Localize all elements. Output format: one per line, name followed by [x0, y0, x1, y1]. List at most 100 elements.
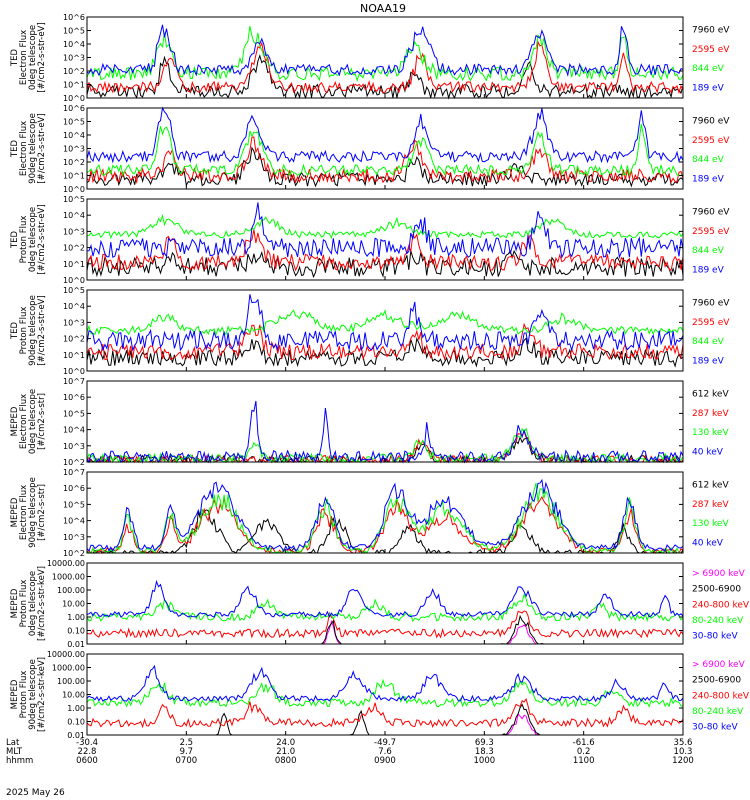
- y-axis-label-line: 90deg telescope: [28, 113, 38, 184]
- legend-item: 189 eV: [692, 265, 725, 275]
- y-axis-label-line: 0deg telescope: [28, 389, 38, 454]
- y-axis-label-line: Proton Flux: [19, 216, 29, 264]
- y-axis-label-line: [#/cm2-s-str-keV]: [37, 657, 47, 732]
- y-axis-label-line: [#/cm2-s-str-eV]: [37, 204, 47, 274]
- legend-item: 7960 eV: [692, 26, 730, 36]
- x-axis-value: 10.3: [674, 747, 693, 757]
- series-7-5: [86, 579, 684, 618]
- y-tick-label: 10^3: [63, 442, 85, 451]
- panel-4: 10^0 10^1 10^2 10^3 10^4 10^5 TEDProton Flux90…: [10, 286, 730, 376]
- y-axis-label-line: 0deg telescope: [28, 25, 38, 90]
- x-axis-value: 35.6: [674, 738, 693, 748]
- y-tick-label: 10^5: [63, 27, 85, 36]
- y-tick-label: 10^6: [63, 393, 85, 402]
- y-tick-label: 0.01: [67, 731, 85, 740]
- y-tick-label: 10^4: [63, 211, 85, 220]
- x-axis-value: -30.4: [76, 738, 98, 748]
- y-tick-label: 10^5: [63, 118, 85, 127]
- y-axis-label-line: 90deg telescope: [28, 295, 38, 366]
- y-tick-label: 10^2: [63, 244, 85, 253]
- y-tick-label: 1000.00: [52, 573, 85, 582]
- y-axis-label-line: Electron Flux: [19, 394, 29, 449]
- panel-6: 10^2 10^3 10^4 10^5 10^6 10^7 MEPEDElectron Fl…: [10, 468, 729, 558]
- y-axis-label-line: 0deg telescope: [28, 207, 38, 272]
- y-axis-label-line: MEPED: [10, 497, 20, 527]
- legend-item: 844 eV: [692, 155, 725, 165]
- y-axis-label-line: TED: [10, 321, 20, 340]
- panel-frame: [86, 380, 684, 463]
- legend-item: 7960 eV: [692, 208, 730, 218]
- legend-item: 189 eV: [692, 174, 725, 184]
- y-axis-label: TEDProton Flux90deg telescope[#/cm2-s-st…: [10, 295, 47, 366]
- y-axis-label-line: [#/cm2-s-str-eV]: [37, 113, 47, 183]
- panel-frame: [86, 107, 684, 190]
- y-tick-label: 10^3: [63, 54, 85, 63]
- y-axis-label-line: Electron Flux: [19, 30, 29, 85]
- y-tick-label: 10000.00: [47, 650, 85, 659]
- y-axis-label-line: 0deg telescope: [28, 571, 38, 636]
- series-8-2: [87, 703, 683, 736]
- x-axis-value: 9.7: [180, 747, 194, 757]
- legend-item: 240-800 keV: [692, 600, 750, 610]
- y-tick-label: 10^4: [63, 517, 85, 526]
- series-7-3: [86, 610, 684, 639]
- legend-item: 240-800 keV: [692, 691, 750, 701]
- x-axis-value: 0600: [76, 756, 98, 766]
- y-tick-label: 10^4: [63, 40, 85, 49]
- y-tick-label: 10^6: [63, 104, 85, 113]
- figure-title: NOAA19: [360, 2, 406, 15]
- x-axis-value: 1000: [474, 756, 496, 766]
- y-tick-label: 10^3: [63, 227, 85, 236]
- series-2-3: [86, 123, 684, 177]
- panel-5: 10^2 10^3 10^4 10^5 10^6 10^7 MEPEDElectron Fl…: [10, 377, 729, 467]
- y-tick-label: 10^6: [63, 13, 85, 22]
- series-6-4: [86, 478, 684, 553]
- legend-item: 40 keV: [692, 538, 724, 548]
- legend-item: 40 keV: [692, 447, 724, 457]
- legend-item: > 6900 keV: [692, 569, 746, 579]
- legend-item: 612 keV: [692, 481, 729, 491]
- y-tick-label: 0.01: [67, 640, 85, 649]
- y-tick-label: 10^3: [63, 145, 85, 154]
- y-tick-label: 10^4: [63, 426, 85, 435]
- series-8-3: [86, 697, 684, 729]
- y-tick-label: 1.00: [67, 704, 85, 713]
- panel-frame: [86, 471, 684, 554]
- x-axis-value: 0.2: [577, 747, 591, 757]
- y-tick-label: 10^3: [63, 533, 85, 542]
- legend-item: 2595 eV: [692, 45, 730, 55]
- y-tick-label: 10^7: [63, 377, 85, 386]
- series-3-1: [86, 249, 684, 279]
- y-axis-label-line: Proton Flux: [19, 671, 29, 719]
- y-tick-label: 10.00: [62, 691, 85, 700]
- series-3-3: [86, 213, 684, 240]
- series-4-1: [86, 337, 684, 368]
- series-8-4: [86, 678, 683, 708]
- series-2-4: [86, 106, 684, 164]
- legend-item: 2595 eV: [692, 136, 730, 146]
- x-axis-value: 7.6: [378, 747, 392, 757]
- panel-frame: [86, 198, 684, 281]
- y-tick-label: 10^0: [63, 276, 85, 285]
- x-axis-value: 69.3: [475, 738, 494, 748]
- y-tick-label: 10000.00: [47, 559, 85, 568]
- y-axis-label: MEPEDElectron Flux90deg telescope[#/cm2-…: [10, 477, 47, 548]
- y-tick-label: 10^7: [63, 468, 85, 477]
- y-tick-label: 10^6: [63, 484, 85, 493]
- legend-item: 287 keV: [692, 409, 729, 419]
- series-1-1: [86, 54, 684, 100]
- legend-item: 7960 eV: [692, 299, 730, 309]
- panel-3: 10^0 10^1 10^2 10^3 10^4 10^5 TEDProton Flux0d…: [10, 195, 730, 285]
- y-axis-label-line: MEPED: [10, 406, 20, 436]
- legend-item: 844 eV: [692, 337, 725, 347]
- date-label: 2025 May 26: [6, 788, 65, 798]
- panels: 10^010^110^210^310^410^510^6TEDElectron …: [10, 13, 750, 740]
- y-tick-label: 10^5: [63, 409, 85, 418]
- x-axis-row-label: MLT: [6, 747, 23, 757]
- series-5-4: [86, 400, 684, 464]
- y-tick-label: 10^5: [63, 195, 85, 204]
- legend-item: 80-240 keV: [692, 616, 744, 626]
- legend-item: 189 eV: [692, 83, 725, 93]
- y-tick-label: 10^0: [63, 185, 85, 194]
